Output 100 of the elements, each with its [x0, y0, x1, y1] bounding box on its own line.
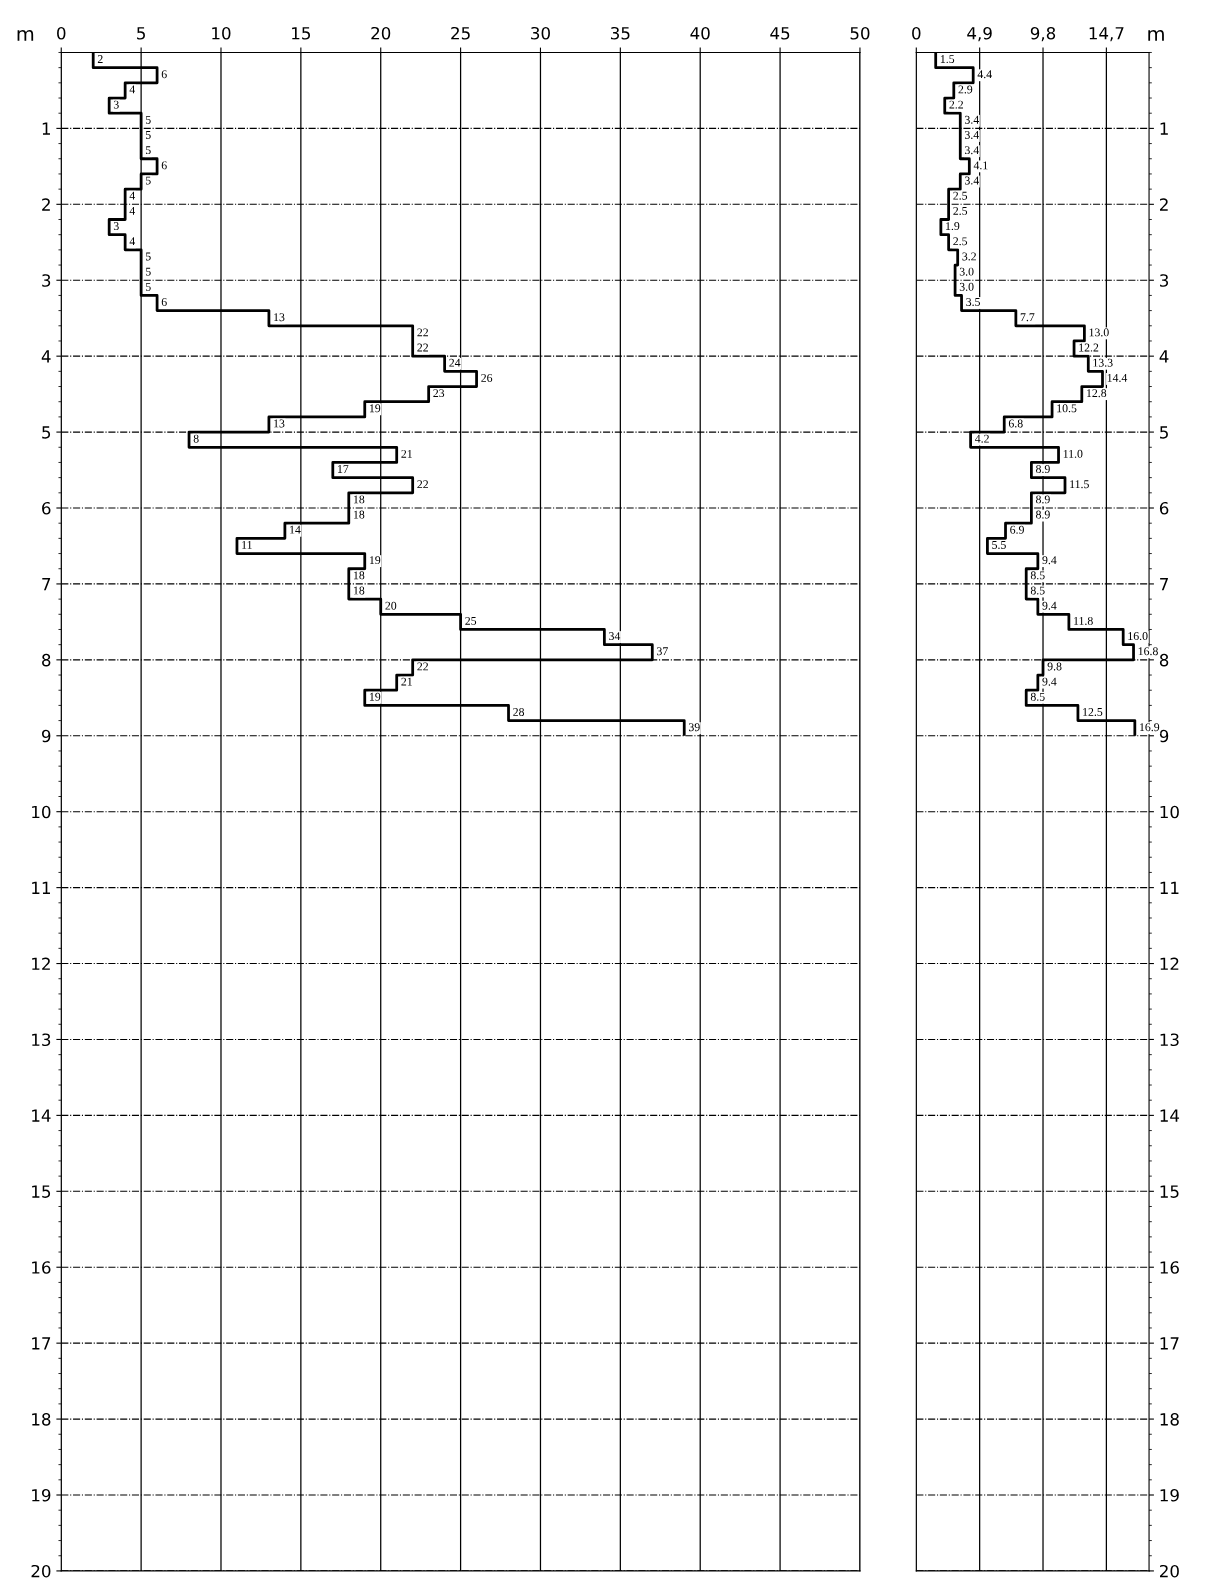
y-tick-label: 12: [1160, 957, 1179, 970]
data-label: 3.2: [962, 252, 976, 261]
x-tick-label: 45: [770, 27, 790, 40]
x-tick-label: 14,7: [1089, 27, 1124, 42]
y-tick-label: 9: [1159, 729, 1169, 743]
data-label: 18: [353, 495, 365, 504]
y-tick-label: 7: [1160, 578, 1168, 591]
data-label: 37: [657, 647, 668, 656]
data-label: 5: [145, 282, 151, 291]
y-tick-label: 5: [1160, 426, 1168, 439]
y-tick-label: 17: [1160, 1337, 1179, 1350]
y-tick-label: 2: [1159, 198, 1168, 211]
data-label: 11: [242, 541, 252, 549]
y-axis-title: m: [1148, 29, 1164, 41]
data-label: 2.5: [953, 237, 968, 246]
y-tick-label: 19: [32, 1488, 51, 1502]
data-label: 16.8: [1138, 647, 1158, 656]
data-label: 4.1: [973, 161, 988, 170]
data-label: 8: [193, 434, 199, 443]
data-label: 18: [353, 510, 365, 519]
data-label: 9.4: [1042, 677, 1057, 686]
data-label: 4: [129, 191, 136, 200]
data-label: 16.0: [1128, 632, 1148, 641]
y-tick-label: 7: [42, 578, 51, 591]
data-label: 4: [129, 206, 136, 215]
y-tick-label: 15: [1160, 1185, 1179, 1198]
data-label: 11.0: [1063, 449, 1083, 458]
y-tick-label: 18: [32, 1413, 51, 1426]
data-label: 6.8: [1008, 419, 1023, 428]
data-label: 12.5: [1083, 708, 1103, 716]
data-label: 4: [129, 85, 136, 94]
data-label: 4.4: [977, 70, 992, 79]
data-label: 8.9: [1036, 510, 1050, 519]
data-label: 2.9: [958, 85, 973, 94]
y-tick-label: 17: [32, 1337, 51, 1350]
data-label: 1.9: [946, 222, 960, 231]
data-label: 23: [433, 389, 445, 398]
data-label: 19: [369, 692, 381, 701]
data-label: 6: [161, 70, 167, 79]
y-tick-label: 11: [32, 881, 50, 894]
data-label: 22: [417, 343, 428, 352]
y-tick-label: 4: [41, 350, 51, 363]
data-label: 19: [369, 556, 381, 565]
data-label: 3.4: [965, 115, 979, 124]
data-label: 6: [161, 298, 167, 306]
data-label: 3: [113, 222, 119, 231]
x-tick-label: 0: [912, 26, 921, 40]
data-label: 9.8: [1047, 662, 1062, 671]
data-label: 18: [353, 571, 365, 580]
y-tick-label: 6: [42, 501, 51, 515]
data-label: 3.4: [965, 146, 979, 155]
x-tick-label: 50: [850, 26, 870, 40]
data-label: 4: [129, 237, 136, 246]
data-label: 4.2: [975, 434, 989, 443]
x-tick-label: 35: [611, 26, 630, 40]
data-label: 20: [385, 601, 397, 610]
data-label: 28: [513, 707, 525, 716]
y-tick-label: 14: [32, 1109, 51, 1122]
data-label: 14.4: [1107, 373, 1128, 382]
y-tick-label: 8: [42, 653, 51, 667]
data-label: 18: [353, 586, 365, 595]
data-label: 16.9: [1140, 723, 1160, 732]
data-label: 2: [97, 55, 103, 63]
y-tick-label: 10: [1160, 805, 1179, 819]
data-label: 10.5: [1057, 404, 1077, 413]
data-label: 13: [274, 313, 285, 322]
y-tick-label: 9: [41, 729, 51, 743]
data-label: 3.4: [965, 131, 979, 139]
data-label: 3.0: [959, 282, 974, 291]
data-label: 2.5: [953, 206, 968, 215]
y-tick-label: 13: [32, 1033, 51, 1047]
data-label: 26: [481, 373, 493, 382]
x-tick-label: 0: [57, 26, 66, 40]
x-tick-label: 9,8: [1030, 26, 1056, 42]
data-label: 5: [145, 115, 151, 124]
data-label: 17: [338, 465, 349, 473]
data-label: 2.5: [953, 191, 968, 200]
y-tick-label: 16: [32, 1261, 51, 1274]
y-tick-label: 1: [42, 122, 50, 135]
y-tick-label: 11: [1160, 881, 1179, 894]
data-label: 6: [161, 161, 167, 170]
y-axis-title: m: [17, 29, 34, 41]
x-tick-label: 10: [212, 26, 231, 40]
data-label: 5.5: [992, 541, 1006, 549]
data-label: 19: [369, 404, 381, 413]
x-tick-label: 20: [371, 26, 391, 40]
y-tick-label: 12: [32, 957, 50, 970]
data-label: 13.3: [1093, 358, 1113, 367]
data-label: 6.9: [1010, 525, 1024, 534]
data-label: 8.5: [1030, 692, 1045, 701]
data-label: 12.8: [1087, 389, 1107, 398]
data-label: 13.0: [1089, 328, 1109, 337]
y-tick-label: 4: [1159, 350, 1169, 363]
data-label: 11.5: [1070, 480, 1089, 489]
y-tick-label: 2: [42, 198, 50, 211]
data-label: 13: [274, 419, 285, 428]
x-tick-label: 15: [292, 27, 311, 40]
y-tick-label: 6: [1159, 501, 1169, 515]
y-tick-label: 15: [32, 1185, 51, 1198]
data-label: 21: [401, 677, 412, 686]
